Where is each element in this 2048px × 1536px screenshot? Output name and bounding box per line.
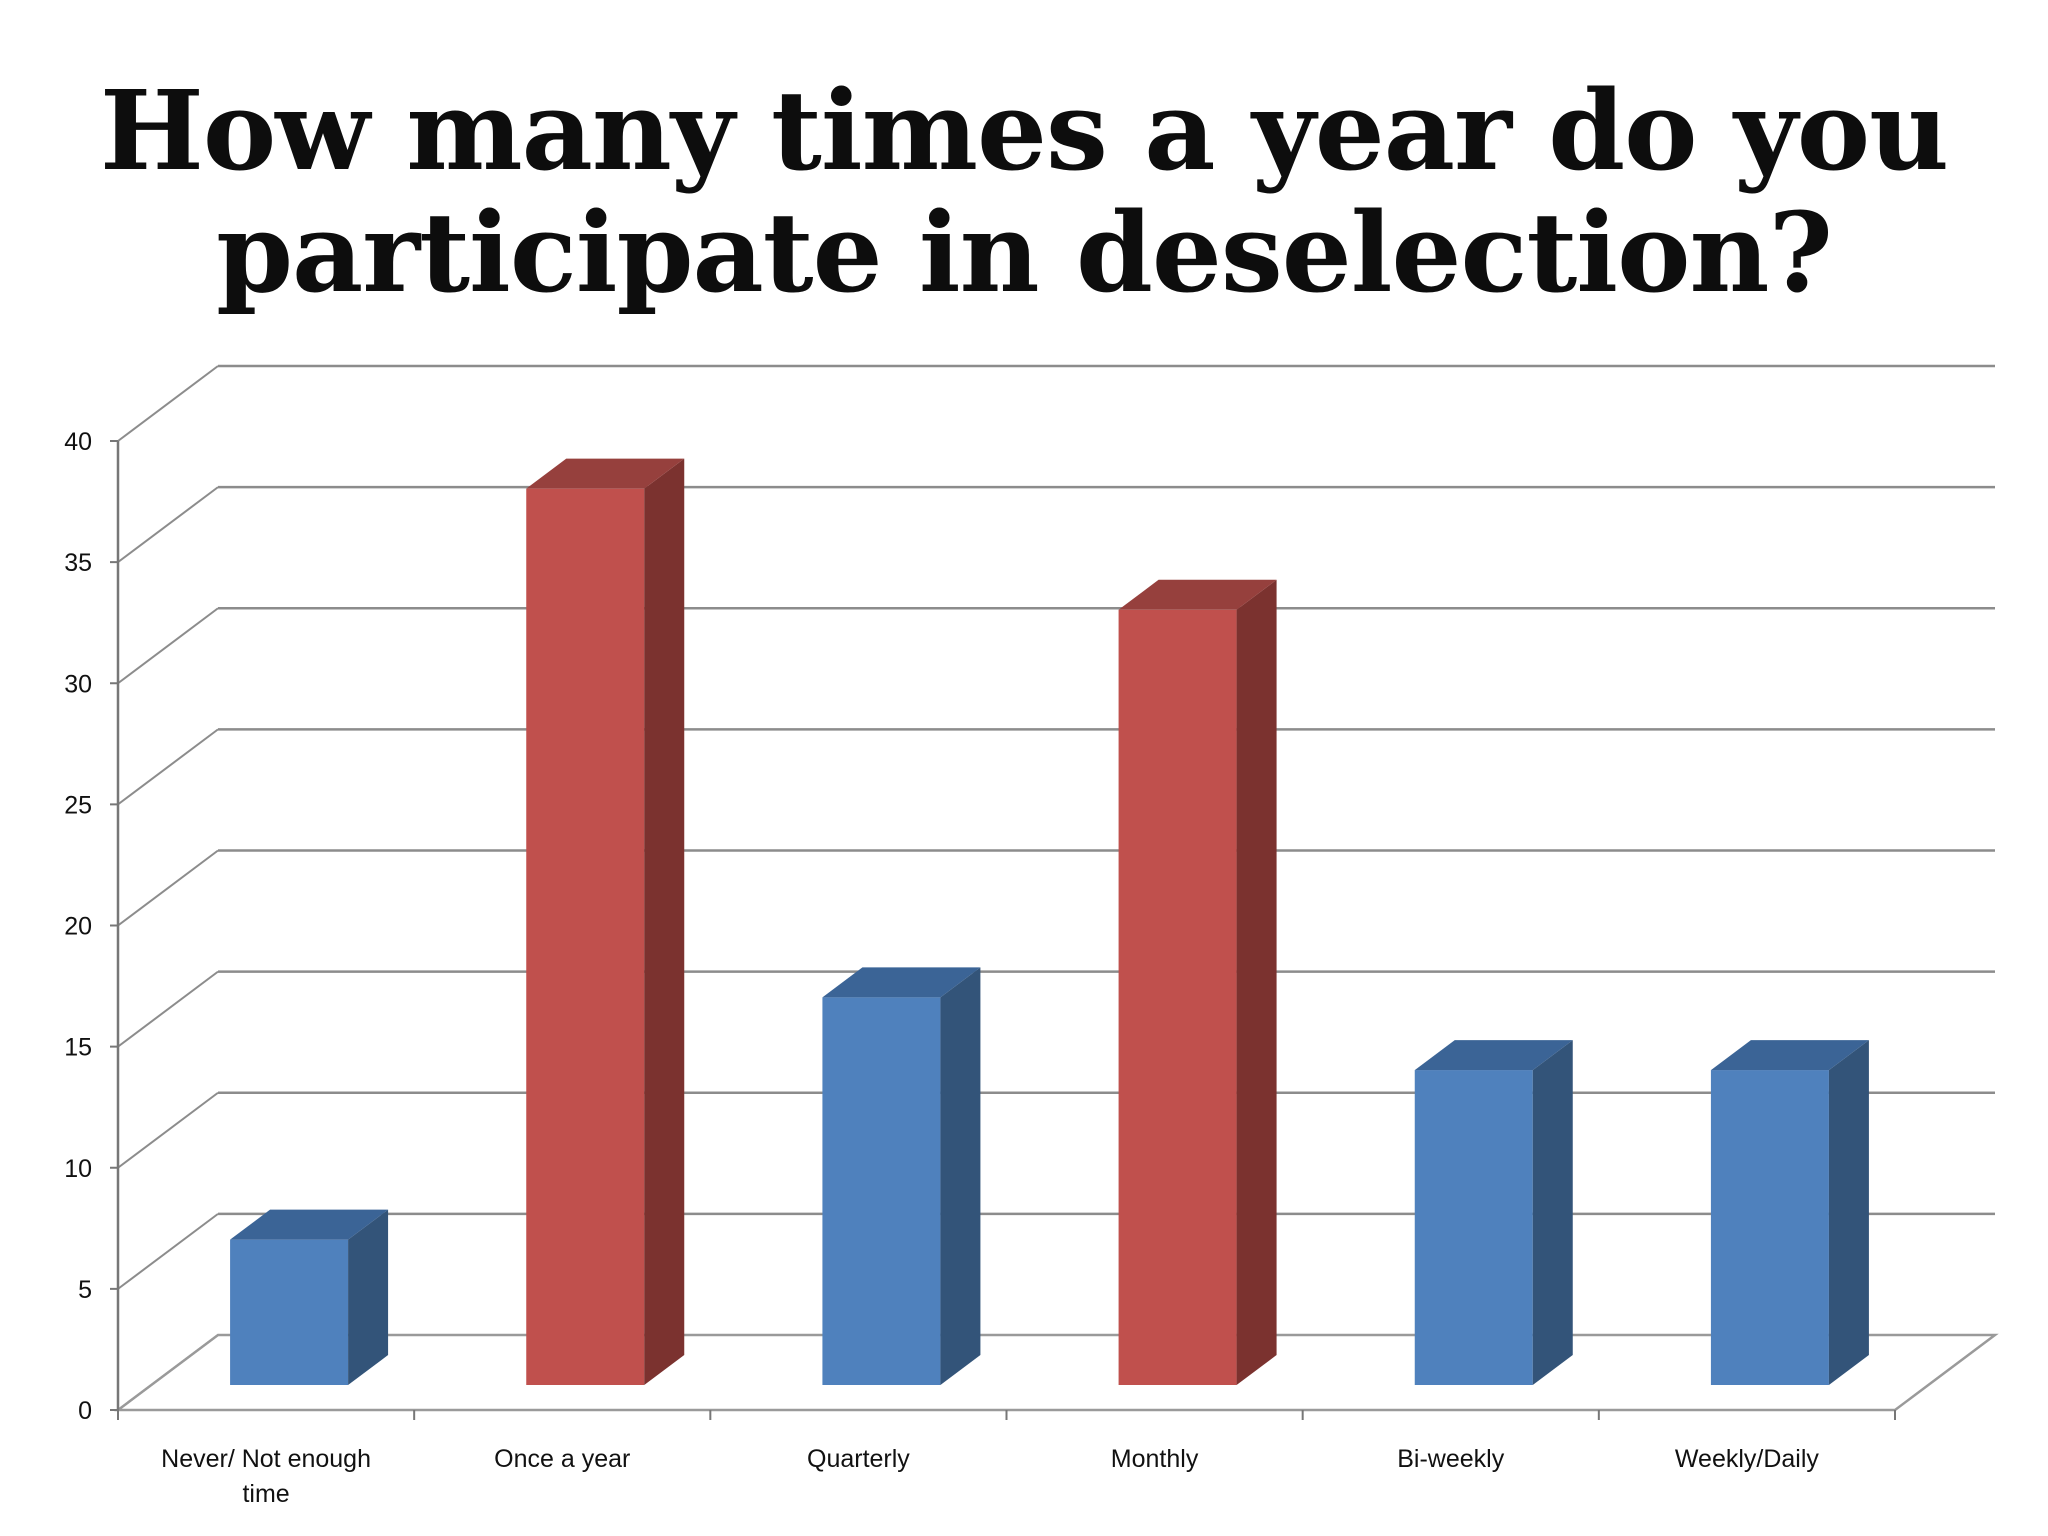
bar [1118,579,1277,1385]
bar [230,1209,389,1385]
bar-side [940,967,981,1385]
bar-front [1118,609,1237,1385]
title-line-2: participate in deselection? [216,188,1833,317]
gridlines [117,364,1995,1411]
bar-top [1118,579,1277,610]
bar-top [526,458,685,489]
y-tick-label: 30 [64,670,92,698]
category-label: Once a year [494,1445,630,1473]
category-label: Quarterly [807,1445,910,1473]
bar-front [1710,1070,1829,1385]
side-gridline [117,607,219,685]
bar-side [1828,1040,1869,1385]
category-label: Weekly/Daily [1675,1445,1820,1473]
side-gridline [117,970,219,1048]
bar-front [1414,1070,1533,1385]
bar-side [348,1209,389,1385]
y-tick-label: 20 [64,913,92,941]
slide-title: How many times a year do you participate… [0,70,2048,314]
axes [110,440,1999,1420]
category-label: Bi-weekly [1397,1445,1504,1473]
side-gridline [117,849,219,927]
bar-top [1710,1040,1869,1071]
side-gridline [117,1213,219,1290]
y-tick-label: 35 [64,549,92,577]
bar-side [1532,1040,1573,1385]
y-tick-label: 40 [64,428,92,456]
y-tick-label: 10 [64,1155,92,1183]
bar-side [1236,579,1277,1385]
side-gridline [117,1091,219,1169]
category-label: Monthly [1111,1445,1199,1473]
category-label: time [242,1480,289,1508]
y-tick-label: 5 [78,1276,92,1304]
bar-front [822,997,941,1385]
bar-front [526,488,645,1385]
bar-top [230,1209,389,1240]
y-tick-label: 25 [64,791,92,819]
side-gridline [117,365,219,442]
y-tick-label: 0 [78,1397,92,1425]
bar [822,967,981,1385]
bar-front [230,1239,349,1385]
bar-top [822,967,981,998]
side-gridline [117,728,219,806]
bar [1710,1040,1869,1385]
bar [1414,1040,1573,1385]
bar-side [644,458,685,1385]
category-label: Never/ Not enough [161,1445,371,1473]
labels: 0 5 10 15 20 25 30 35 40 Never/ Not enough time Onc… [64,428,1819,1508]
bar-top [1414,1040,1573,1071]
bar [526,458,685,1385]
title-line-1: How many times a year do you [99,66,1949,195]
side-gridline [117,486,219,563]
bars [230,458,1869,1385]
y-tick-label: 15 [64,1034,92,1062]
